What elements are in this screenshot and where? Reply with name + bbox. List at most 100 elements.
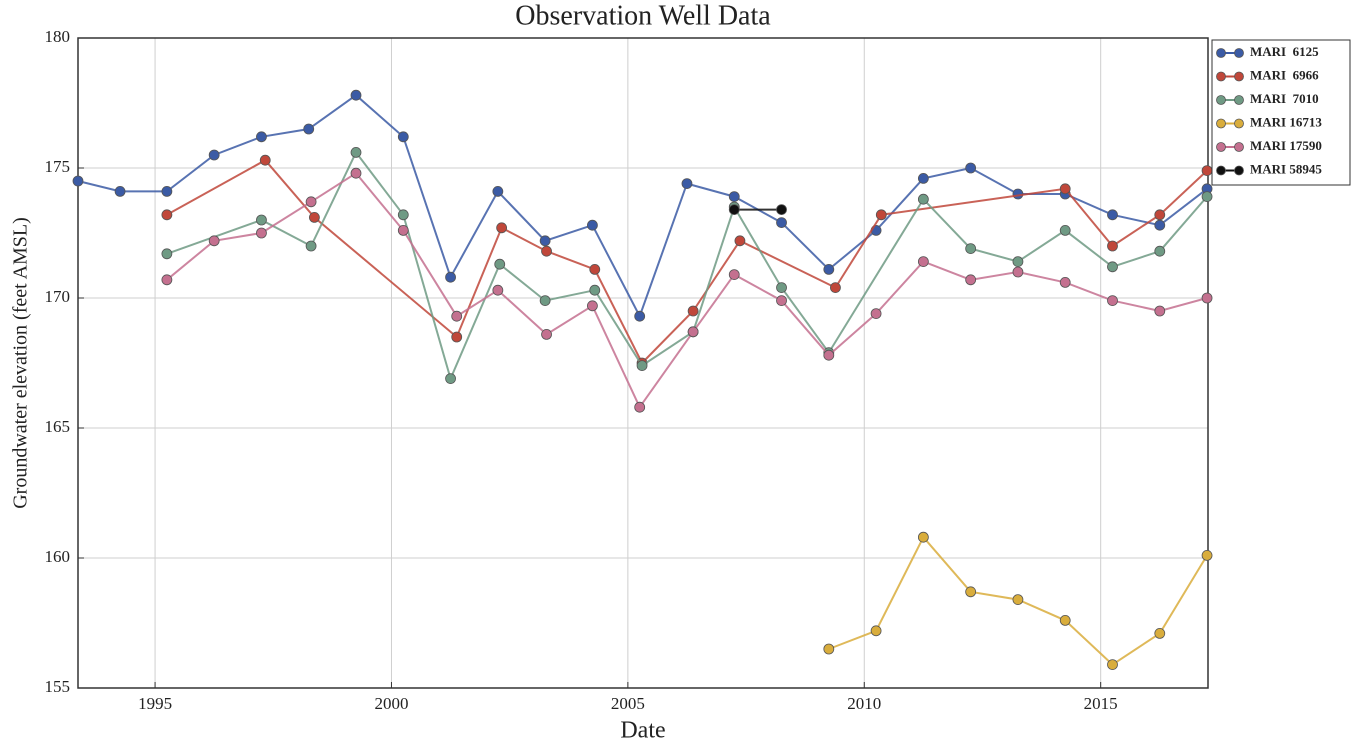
- data-point: [1107, 295, 1118, 307]
- data-point: [1107, 240, 1118, 252]
- data-point: [161, 209, 173, 221]
- data-point: [445, 373, 456, 385]
- data-point: [445, 271, 456, 283]
- data-point: [1107, 659, 1118, 670]
- legend-label: MARI 17590: [1250, 138, 1322, 153]
- data-point: [965, 243, 977, 255]
- data-point: [823, 263, 835, 275]
- data-point: [687, 305, 699, 317]
- legend-marker: [1234, 118, 1244, 129]
- x-axis-label: Date: [620, 718, 665, 744]
- data-point: [728, 204, 740, 216]
- data-point: [917, 531, 929, 543]
- legend-marker: [1234, 48, 1244, 58]
- x-tick-label: 2000: [374, 694, 408, 713]
- data-point: [917, 193, 929, 205]
- x-tick-label: 2005: [611, 694, 645, 713]
- data-point: [687, 326, 699, 338]
- y-tick-label: 170: [45, 287, 71, 306]
- series-line: [77, 93, 1208, 319]
- data-point: [539, 235, 551, 247]
- series-line: [166, 171, 1208, 410]
- legend-marker: [1216, 165, 1226, 176]
- data-point: [1059, 615, 1071, 626]
- y-tick-label: 165: [45, 417, 71, 436]
- data-point: [350, 167, 362, 179]
- data-point: [1107, 261, 1118, 273]
- data-point: [72, 175, 84, 187]
- data-point: [259, 154, 271, 166]
- legend-label: MARI 6125: [1250, 44, 1319, 59]
- data-point: [161, 185, 173, 197]
- data-point: [1201, 165, 1213, 177]
- data-point: [728, 191, 740, 203]
- data-point: [1154, 245, 1166, 257]
- data-point: [350, 89, 362, 101]
- data-point: [1012, 256, 1024, 268]
- plot-frame: [77, 37, 1209, 689]
- data-point: [776, 295, 787, 307]
- data-point: [305, 240, 317, 252]
- x-tick-label: 2010: [847, 694, 881, 713]
- data-point: [875, 209, 887, 221]
- data-point: [823, 643, 835, 655]
- legend-marker: [1234, 165, 1244, 176]
- data-point: [256, 214, 267, 226]
- legend-label: MARI 6966: [1250, 67, 1319, 82]
- data-point: [1201, 550, 1213, 561]
- data-point: [634, 310, 646, 322]
- data-point: [451, 331, 463, 343]
- data-point: [917, 172, 929, 184]
- data-point: [776, 217, 787, 229]
- data-point: [492, 185, 504, 197]
- data-point: [161, 248, 173, 260]
- legend-marker: [1216, 95, 1226, 105]
- legend-label: MARI 58945: [1250, 161, 1322, 176]
- data-point: [208, 235, 220, 247]
- data-point: [256, 227, 267, 239]
- legend-marker: [1216, 48, 1226, 58]
- data-point: [587, 300, 598, 312]
- data-point: [965, 274, 977, 286]
- data-point: [589, 263, 601, 275]
- data-point: [494, 258, 506, 270]
- data-point: [451, 310, 463, 322]
- data-point: [541, 328, 552, 340]
- legend-marker: [1234, 71, 1244, 82]
- data-point: [539, 295, 551, 307]
- data-point: [1059, 224, 1071, 236]
- data-point: [1154, 305, 1166, 317]
- data-point: [114, 185, 126, 197]
- x-tick-label: 1995: [138, 694, 172, 713]
- legend-marker: [1234, 142, 1244, 152]
- data-point: [1059, 183, 1071, 195]
- data-point: [256, 131, 267, 143]
- data-point: [541, 245, 552, 257]
- data-point: [681, 178, 693, 190]
- data-point: [776, 282, 787, 294]
- legend-label: MARI 7010: [1250, 91, 1319, 106]
- data-point: [1154, 628, 1166, 639]
- y-axis-label: Groundwater elevation (feet AMSL): [10, 217, 32, 509]
- x-tick-label: 2015: [1084, 694, 1118, 713]
- data-point: [965, 162, 977, 174]
- chart-title: Observation Well Data: [515, 0, 771, 31]
- y-tick-label: 180: [45, 27, 71, 46]
- data-point: [1012, 594, 1024, 605]
- data-point: [589, 284, 601, 296]
- data-point: [1059, 276, 1071, 288]
- data-point: [303, 123, 315, 135]
- data-point: [208, 149, 220, 161]
- data-point: [870, 308, 882, 320]
- data-point: [1201, 191, 1213, 203]
- legend-box: [1211, 39, 1351, 186]
- y-tick-label: 160: [45, 547, 71, 566]
- data-point: [1154, 219, 1166, 231]
- data-point: [397, 131, 409, 143]
- data-point: [496, 222, 508, 234]
- data-point: [350, 146, 362, 158]
- data-point: [870, 625, 882, 637]
- data-point: [636, 360, 648, 372]
- data-point: [492, 284, 504, 296]
